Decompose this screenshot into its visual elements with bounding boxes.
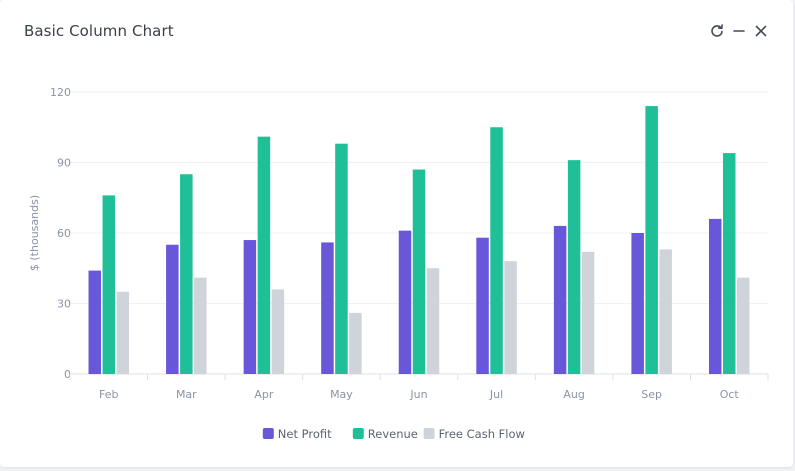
refresh-button[interactable] (709, 21, 725, 41)
bar-revenue[interactable] (257, 136, 271, 374)
bar-net-profit[interactable] (243, 240, 257, 374)
bar-net-profit[interactable] (476, 237, 489, 374)
legend-label[interactable]: Free Cash Flow (439, 427, 525, 441)
bar-free-cash-flow[interactable] (271, 289, 285, 374)
y-tick-label: 90 (57, 157, 71, 170)
card-title: Basic Column Chart (24, 22, 174, 40)
x-tick-label: Mar (176, 388, 197, 401)
legend-marker-free-cash-flow[interactable] (423, 428, 435, 439)
bar-free-cash-flow[interactable] (116, 291, 130, 374)
minimize-button[interactable] (731, 21, 747, 41)
bar-free-cash-flow[interactable] (426, 268, 440, 374)
y-tick-label: 60 (57, 227, 71, 240)
bar-net-profit[interactable] (321, 242, 334, 374)
close-button[interactable] (753, 21, 769, 41)
x-tick-label: Feb (99, 388, 118, 401)
legend-label[interactable]: Revenue (368, 427, 418, 441)
bar-free-cash-flow[interactable] (736, 277, 750, 374)
y-tick-label: 120 (50, 86, 71, 99)
x-tick-label: Oct (720, 388, 740, 401)
minus-icon (733, 30, 745, 32)
bar-revenue[interactable] (412, 169, 426, 374)
bar-free-cash-flow[interactable] (581, 251, 595, 374)
x-tick-label: Sep (641, 388, 662, 401)
close-icon (755, 25, 767, 37)
bar-free-cash-flow[interactable] (349, 312, 362, 374)
card-toolbar (709, 21, 769, 41)
bar-net-profit[interactable] (88, 270, 102, 374)
bar-revenue[interactable] (102, 195, 116, 374)
y-axis-title: $ (thousands) (28, 195, 41, 271)
legend-marker-revenue[interactable] (352, 428, 364, 439)
legend-label[interactable]: Net Profit (278, 427, 332, 441)
bar-net-profit[interactable] (631, 233, 644, 374)
bar-net-profit[interactable] (398, 230, 412, 374)
bar-revenue[interactable] (335, 143, 348, 374)
x-tick-label: Jul (489, 388, 503, 401)
bar-net-profit[interactable] (553, 225, 567, 374)
bar-free-cash-flow[interactable] (194, 277, 207, 374)
bar-free-cash-flow[interactable] (659, 249, 672, 374)
bar-revenue[interactable] (490, 127, 503, 374)
bar-revenue[interactable] (722, 153, 736, 374)
x-tick-label: Apr (254, 388, 274, 401)
x-tick-label: Aug (563, 388, 584, 401)
y-tick-label: 30 (57, 298, 71, 311)
bar-revenue[interactable] (180, 174, 193, 374)
legend-marker-net-profit[interactable] (262, 428, 274, 439)
bar-net-profit[interactable] (166, 244, 179, 374)
y-tick-label: 0 (64, 368, 71, 381)
x-tick-label: Jun (409, 388, 427, 401)
refresh-icon (711, 24, 723, 37)
bar-revenue[interactable] (645, 106, 658, 374)
bar-free-cash-flow[interactable] (504, 261, 517, 374)
x-tick-label: May (330, 388, 353, 401)
bar-revenue[interactable] (567, 160, 581, 374)
bar-net-profit[interactable] (708, 218, 722, 374)
